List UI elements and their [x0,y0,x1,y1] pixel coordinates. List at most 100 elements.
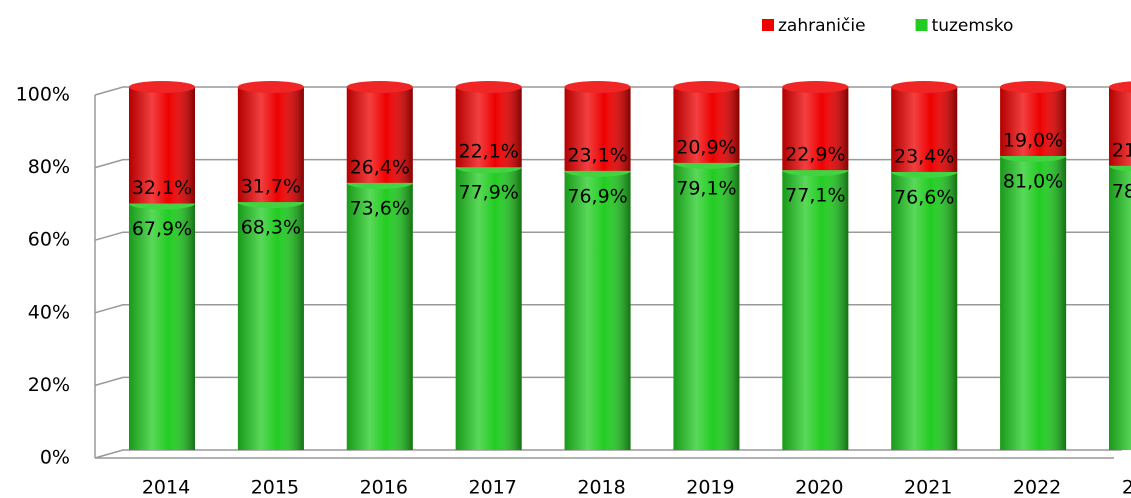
data-label: 76,6% [894,186,954,208]
x-tick-label: 2021 [904,477,952,498]
bar [782,81,849,171]
data-label: 21,7% [1112,139,1131,161]
bar [1109,160,1131,450]
bar-shade [129,87,195,204]
bar [1109,81,1131,166]
data-label: 20,9% [676,136,736,158]
data-label: 31,7% [241,176,301,198]
bar-top [237,81,304,93]
bar [455,81,522,168]
bar [673,81,740,163]
bar-top [1000,81,1067,93]
bar-shade [455,87,522,168]
data-label: 77,1% [785,185,845,207]
bar-shade [237,87,304,203]
x-tick-label: 2018 [577,477,625,498]
bar-top [1109,81,1131,93]
x-tick-label: 2014 [142,477,190,498]
bar [346,81,413,183]
bar [891,81,958,172]
bar-shade [1109,165,1131,450]
data-label: 19,0% [1003,129,1063,151]
y-tick-label: 60% [28,229,70,251]
data-label: 79,1% [676,177,736,199]
data-label: 23,4% [894,145,954,167]
y-tick-label: 20% [28,374,70,396]
bar-top [455,81,522,93]
grid-line [94,449,1122,459]
bar-shade [673,162,740,450]
bar-shade [237,202,304,450]
bar-top-shade [782,81,849,93]
x-tick-label: 2022 [1013,477,1061,498]
x-tick-label: 2019 [686,477,734,498]
bar-shade [1109,87,1131,166]
bar-shade [1000,155,1067,450]
bar-shade [346,182,413,450]
bar-shade [891,87,958,172]
bar-top-shade [891,81,958,93]
bar-top-shade [129,81,195,93]
bar-top [346,81,413,93]
bar-top-shade [673,81,740,93]
bar [237,81,304,203]
y-tick-label: 80% [28,156,70,178]
legend: zahraničie tuzemsko [762,16,1013,36]
bar [129,81,195,204]
y-tick-label: 40% [28,301,70,323]
bar [1000,149,1067,450]
bar [564,164,631,450]
x-tick-label: 2017 [468,477,516,498]
bar [891,165,958,450]
legend-label: zahraničie [778,16,866,36]
data-label: 73,6% [350,197,410,219]
bar-shade [564,170,631,450]
bar-shade [564,87,631,171]
data-label: 76,9% [567,185,627,207]
bar-top [673,81,740,93]
bar-top [891,81,958,93]
bar-top [564,81,631,93]
data-label: 78,3% [1112,180,1131,202]
legend-swatch [915,19,928,31]
bar [782,164,849,450]
x-tick-label: 2015 [251,477,299,498]
bar-shade [673,87,740,163]
bar-shade [346,87,413,183]
bar-top [782,81,849,93]
y-tick-label: 0% [40,447,70,469]
x-tick-label: 2020 [795,477,843,498]
bar-shade [782,170,849,450]
data-label: 32,1% [132,177,192,199]
bar-shade [455,167,522,450]
data-label: 67,9% [132,218,192,240]
bar [237,196,304,450]
bar-top-shade [346,81,413,93]
bar-top [129,81,195,93]
y-tick-label: 100% [16,84,70,106]
legend-label: tuzemsko [932,16,1014,36]
data-label: 22,1% [458,141,518,163]
data-label: 22,9% [785,144,845,166]
bar-top-shade [1000,81,1067,93]
data-label: 26,4% [350,156,410,178]
data-label: 23,1% [567,144,627,166]
bar [1000,81,1067,156]
bar [673,156,740,450]
bar [455,161,522,450]
bar-shade [1000,87,1067,156]
x-tick-label: 2016 [360,477,408,498]
bar-top-shade [455,81,522,93]
bar-shade [129,203,195,450]
bar-shade [891,171,958,450]
data-label: 81,0% [1003,170,1063,192]
bar [564,81,631,171]
x-tick-label: 2023 [1122,477,1131,498]
bar-top-shade [564,81,631,93]
data-label: 77,9% [458,182,518,204]
legend-swatch [762,19,774,31]
bar-shade [782,87,849,171]
bar-top-shade [237,81,304,93]
data-label: 68,3% [241,217,301,239]
